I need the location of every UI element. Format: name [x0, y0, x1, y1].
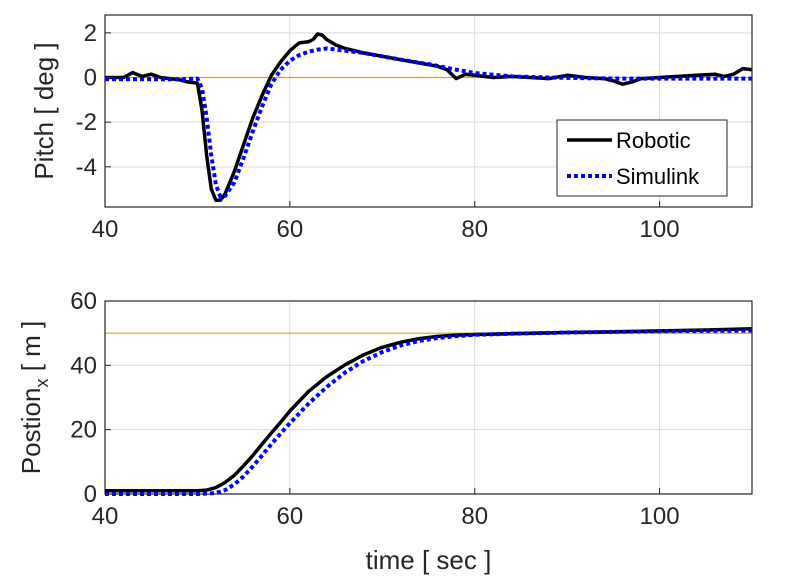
y-tick-label: 20 — [70, 417, 97, 444]
x-tick-label: 80 — [461, 503, 488, 530]
position-xlabel: time [ sec ] — [366, 545, 492, 575]
y-tick-label: -2 — [76, 109, 97, 136]
position-axes-frame — [104, 300, 753, 495]
position-ylabel-unit: [ m ] — [16, 321, 46, 379]
x-tick-label: 100 — [640, 503, 680, 530]
x-tick-label: 40 — [92, 503, 119, 530]
position-series — [105, 326, 753, 496]
x-tick-label: 80 — [461, 216, 488, 243]
position-ticks: 40 60 80 100 0 20 40 60 — [70, 288, 679, 530]
pitch-series — [105, 32, 753, 203]
simulink-series-line — [105, 46, 752, 199]
legend-robotic-label: Robotic — [616, 128, 691, 153]
y-tick-label: 60 — [70, 288, 97, 315]
robotic-series-line — [105, 32, 753, 203]
legend-simulink-label: Simulink — [616, 164, 700, 189]
y-tick-label: 0 — [84, 65, 97, 92]
x-tick-label: 60 — [277, 503, 304, 530]
position-axes: 40 60 80 100 0 20 40 60 Postionx [ m ] time [ s… — [16, 288, 753, 575]
legend-box — [556, 119, 728, 197]
simulink-series-line — [105, 328, 753, 496]
robotic-series-line — [105, 326, 753, 493]
pitch-legend: Robotic Simulink — [556, 119, 728, 197]
x-tick-label: 60 — [277, 216, 304, 243]
pitch-ylabel: Pitch [ deg ] — [29, 42, 59, 179]
x-tick-label: 40 — [92, 216, 119, 243]
y-tick-label: -4 — [76, 154, 97, 181]
pitch-axes: 40 60 80 100 -4 -2 0 2 Pitch [ deg ] Robotic Si… — [29, 14, 753, 243]
x-tick-label: 100 — [640, 216, 680, 243]
y-tick-label: 40 — [70, 352, 97, 379]
position-ylabel-main: Postion — [16, 388, 46, 475]
position-ylabel: Postionx [ m ] — [16, 321, 52, 475]
y-tick-label: 2 — [84, 20, 97, 47]
position-ylabel-sub: x — [32, 379, 52, 388]
pitch-axes-frame — [104, 14, 753, 208]
pitch-ticks: 40 60 80 100 -4 -2 0 2 — [76, 20, 680, 243]
y-tick-label: 0 — [84, 481, 97, 508]
